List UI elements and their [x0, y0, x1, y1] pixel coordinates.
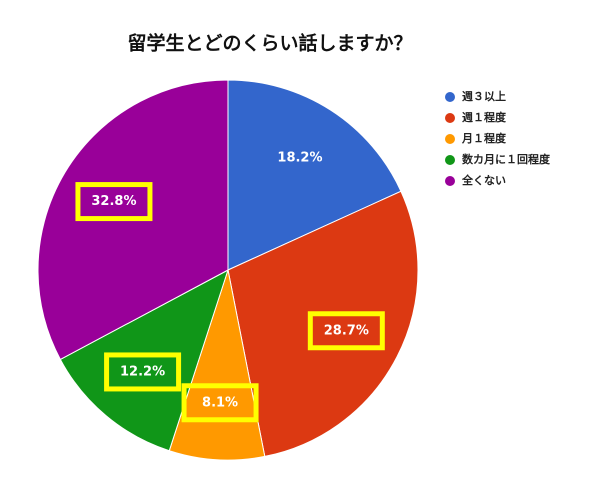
data-label: 28.7%: [324, 323, 369, 338]
legend-label: 全くない: [461, 173, 506, 187]
legend-marker: [445, 134, 455, 144]
legend-marker: [445, 92, 455, 102]
legend-label: 週３以上: [462, 89, 506, 103]
legend-marker: [445, 113, 455, 123]
pie-slice: [227, 190, 419, 457]
highlight-box: [307, 311, 385, 351]
highlight-box: [104, 352, 182, 392]
legend-label: 月１程度: [461, 131, 507, 145]
legend-marker: [445, 176, 455, 186]
legend-marker: [445, 155, 455, 165]
data-label: 8.1%: [202, 395, 238, 410]
chart-title: 留学生とどのくらい話しますか？: [127, 32, 412, 55]
pie-slice: [59, 268, 229, 452]
highlight-box: [75, 182, 153, 222]
pie-slice: [168, 268, 266, 461]
highlight-box: [181, 383, 259, 423]
legend-label: 数カ月に１回程度: [462, 152, 551, 166]
pie-slice: [227, 79, 402, 271]
data-label: 18.2%: [277, 151, 322, 166]
data-label: 32.8%: [91, 194, 136, 209]
data-label: 12.2%: [120, 364, 165, 379]
legend-label: 週１程度: [462, 110, 507, 124]
